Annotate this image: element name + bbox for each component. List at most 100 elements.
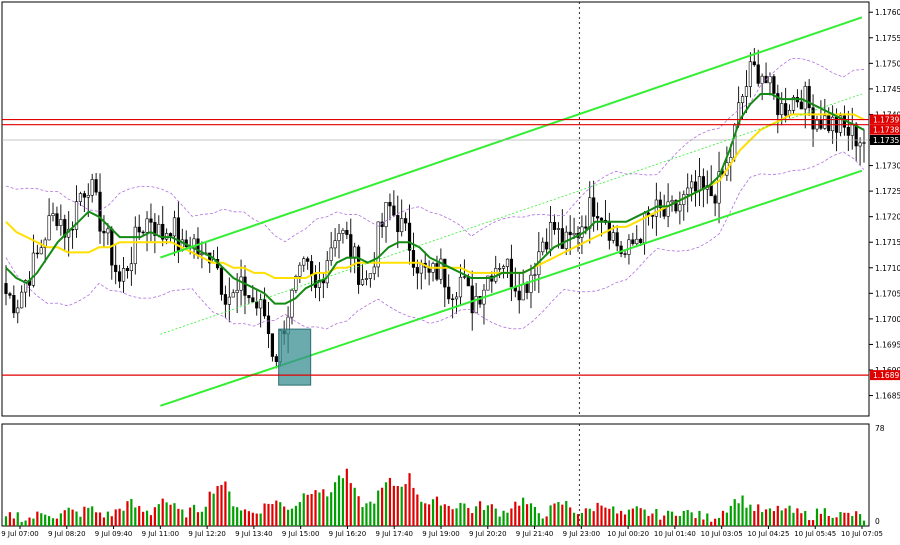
candle-body: [396, 215, 400, 233]
candle-body: [43, 239, 47, 248]
candle-body: [415, 267, 419, 274]
candle-body: [521, 283, 525, 301]
candle-body: [98, 191, 102, 232]
candle-body: [255, 301, 259, 309]
candle-body: [82, 193, 86, 198]
candle-body: [384, 202, 388, 227]
x-tick-label: 10 Jul 00:20: [607, 530, 649, 538]
candle-body: [517, 290, 521, 301]
candle-body: [55, 213, 59, 226]
candle-body: [776, 93, 780, 116]
candle-body: [12, 295, 16, 314]
x-tick-label: 9 Jul 17:40: [375, 530, 413, 538]
candle-body: [599, 217, 604, 221]
candle-body: [247, 295, 251, 299]
candle-body: [404, 218, 408, 224]
candle-body: [619, 245, 623, 254]
candle-body: [200, 253, 204, 256]
current-price-label: 1.1735: [873, 136, 899, 145]
volume-pane-frame: [1, 423, 870, 527]
candle-body: [306, 258, 310, 262]
candle-body: [740, 96, 745, 104]
candle-body: [451, 298, 455, 300]
level-price-tag: [870, 124, 900, 135]
candle-body: [74, 201, 79, 230]
candle-body: [850, 123, 854, 136]
candle-body: [478, 296, 482, 305]
candle-body: [686, 187, 690, 195]
x-tick-label: 9 Jul 09:40: [95, 530, 133, 538]
candle-body: [693, 181, 698, 192]
candle-body: [400, 218, 404, 233]
candle-body: [548, 221, 553, 250]
candle-body: [341, 229, 345, 234]
x-tick-label: 9 Jul 07:00: [1, 530, 39, 538]
candle-body: [121, 268, 126, 282]
candle-body: [831, 116, 835, 132]
candle-body: [525, 283, 529, 293]
candle-body: [541, 241, 545, 253]
y-tick-label: 1.1685: [875, 392, 900, 401]
candle-body: [376, 221, 380, 268]
candle-body: [631, 239, 635, 244]
candle-body: [8, 293, 12, 296]
candle-body: [529, 274, 533, 293]
x-tick-label: 10 Jul 04:25: [747, 530, 789, 538]
y-tick-label: 1.1715: [875, 238, 900, 247]
candle-body: [462, 276, 466, 278]
candle-body: [39, 247, 43, 255]
candle-body: [568, 231, 572, 236]
candle-body: [302, 258, 306, 266]
x-tick-label: 9 Jul 20:20: [469, 530, 507, 538]
candle-body: [259, 299, 263, 309]
candle-body: [748, 61, 752, 87]
x-tick-label: 9 Jul 15:00: [282, 530, 320, 538]
candle-body: [411, 250, 416, 268]
candle-body: [498, 268, 502, 270]
candle-body: [545, 241, 549, 250]
candle-body: [678, 204, 682, 212]
y-tick-label: 1.1755: [875, 34, 900, 43]
y-tick-label: 1.1700: [875, 315, 900, 324]
candle-body: [114, 264, 118, 273]
candle-body: [435, 263, 439, 280]
x-tick-label: 9 Jul 19:00: [422, 530, 460, 538]
candle-body: [86, 195, 90, 198]
candle-body: [251, 297, 255, 303]
candle-body: [274, 356, 278, 362]
candle-body: [807, 86, 811, 109]
candle-body: [368, 273, 372, 279]
candle-body: [611, 232, 615, 241]
highlight-box: [278, 328, 312, 386]
moving-average-yellow: [5, 113, 865, 279]
candle-body: [658, 199, 662, 208]
candle-body: [168, 233, 173, 237]
candle-body: [627, 239, 631, 255]
candle-body: [552, 221, 557, 230]
candle-body: [623, 253, 627, 255]
candle-body: [78, 193, 83, 202]
candle-body: [823, 115, 827, 129]
candle-body: [756, 64, 760, 84]
y-tick-label: 1.1720: [875, 213, 900, 222]
candle-body: [666, 201, 670, 217]
x-tick-label: 10 Jul 01:40: [654, 530, 696, 538]
candle-body: [407, 222, 412, 251]
candle-body: [59, 219, 63, 226]
candle-body: [345, 229, 349, 235]
candle-body: [556, 228, 561, 230]
candle-body: [846, 126, 850, 136]
level-price-label: 1.1738: [873, 126, 899, 135]
current-price-tag: [870, 135, 900, 145]
candle-body: [447, 286, 451, 300]
envelope-upper: [5, 57, 865, 243]
candle-body: [827, 115, 831, 132]
candle-body: [337, 233, 341, 241]
candle-body: [670, 200, 674, 203]
candle-body: [231, 292, 235, 298]
candle-body: [298, 264, 302, 277]
candle-body: [486, 275, 490, 291]
candle-body: [47, 215, 51, 241]
candle-body: [674, 200, 678, 212]
candle-body: [317, 279, 322, 288]
